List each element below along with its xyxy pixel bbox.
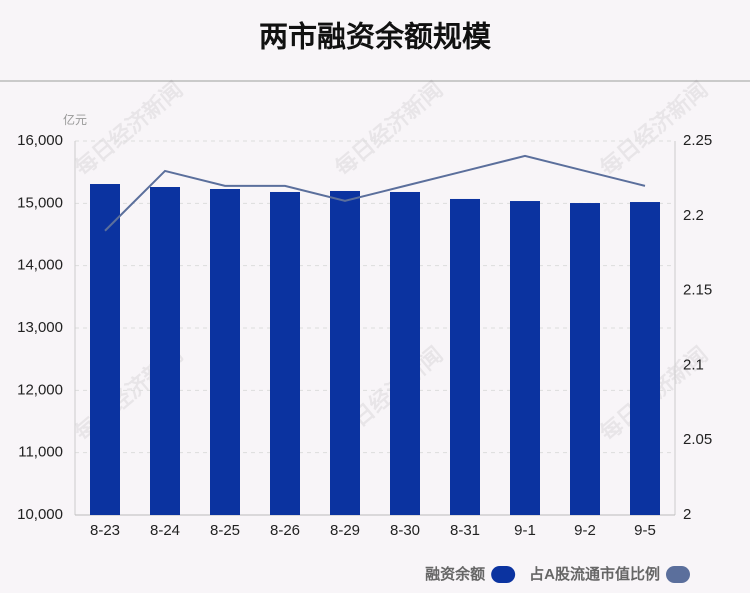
y-tick-label: 14,000 <box>17 257 63 274</box>
bar <box>90 184 120 515</box>
bar <box>450 198 480 515</box>
y2-tick-label: 2.1 <box>683 356 704 373</box>
bar <box>630 202 660 515</box>
y2-tick-label: 2 <box>683 506 691 523</box>
legend-label: 占A股流通市值比例 <box>529 565 660 583</box>
y-tick-label: 12,000 <box>17 381 63 398</box>
bar <box>210 188 240 515</box>
x-tick-label: 8-24 <box>150 522 180 539</box>
y-tick-label: 13,000 <box>17 319 63 336</box>
x-tick-label: 8-29 <box>330 522 360 539</box>
x-tick-label: 8-31 <box>450 522 480 539</box>
watermark: 每日经济新闻 <box>330 77 447 181</box>
y2-tick-label: 2.25 <box>683 132 712 149</box>
bar <box>150 187 180 515</box>
legend-swatch <box>491 566 516 583</box>
bar <box>510 201 540 516</box>
x-tick-label: 9-5 <box>634 522 656 539</box>
x-tick-label: 8-26 <box>270 522 300 539</box>
bar <box>570 203 600 515</box>
chart-title: 两市融资余额规模 <box>259 20 492 54</box>
line <box>104 154 646 232</box>
y2-tick-label: 2.15 <box>683 282 712 299</box>
x-tick-label: 9-1 <box>514 522 536 539</box>
y2-tick-label: 2.2 <box>683 207 704 224</box>
bar <box>330 190 360 515</box>
y-tick-label: 11,000 <box>18 444 63 461</box>
bar <box>270 191 300 516</box>
watermark: 每日经济新闻 <box>595 77 712 181</box>
x-tick-label: 9-2 <box>574 522 596 539</box>
x-tick-label: 8-23 <box>90 522 120 539</box>
y-tick-label: 10,000 <box>17 506 63 523</box>
bar <box>390 191 420 516</box>
y2-tick-label: 2.05 <box>683 431 712 448</box>
legend-label: 融资余额 <box>425 565 485 583</box>
watermark: 每日经济新闻 <box>70 77 187 181</box>
x-tick-label: 8-30 <box>390 522 420 539</box>
y-tick-label: 16,000 <box>17 132 63 149</box>
legend-swatch <box>666 566 690 583</box>
x-tick-label: 8-25 <box>210 522 240 539</box>
y-unit: 亿元 <box>63 112 87 127</box>
y-tick-label: 15,000 <box>17 194 63 211</box>
